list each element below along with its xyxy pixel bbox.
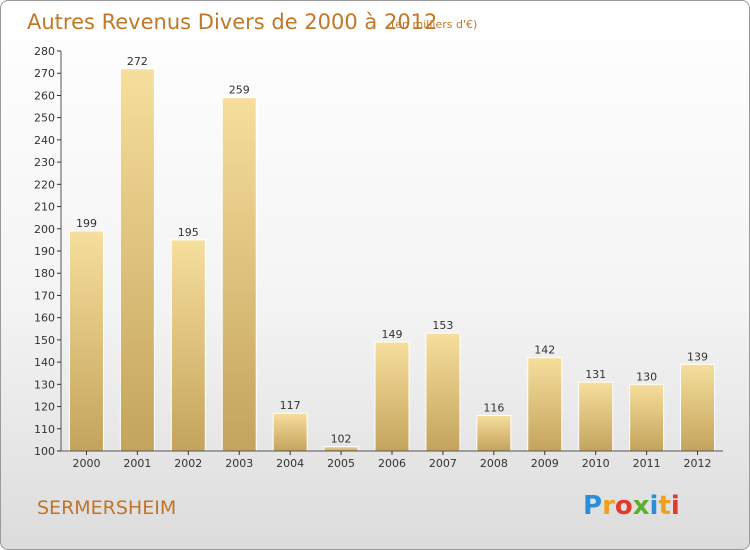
- logo-letter: t: [658, 491, 671, 521]
- data-label-2005: 102: [331, 433, 352, 446]
- x-tick-label-2008: 2008: [480, 457, 508, 470]
- y-tick-label: 160: [34, 312, 55, 325]
- x-tick-label-2007: 2007: [429, 457, 457, 470]
- bar-2001: [119, 68, 155, 452]
- data-label-2011: 130: [636, 370, 657, 383]
- x-tick-label-2003: 2003: [225, 457, 253, 470]
- x-tick-label-2000: 2000: [72, 457, 100, 470]
- y-tick-label: 230: [34, 156, 55, 169]
- logo-letter: x: [632, 491, 650, 521]
- bar-2009: [527, 357, 563, 452]
- y-tick-label: 200: [34, 223, 55, 236]
- bar-2012: [680, 363, 716, 452]
- data-label-2000: 199: [76, 217, 97, 230]
- y-tick-label: 270: [34, 67, 55, 80]
- y-tick-label: 100: [34, 445, 55, 458]
- proxiti-logo[interactable]: Proxiti: [583, 491, 680, 521]
- y-tick-label: 220: [34, 178, 55, 191]
- y-axis: 100 110 120 130 140 150 160 170 180 190 200 210 220 2…: [34, 45, 62, 458]
- bars: 199 272 195 259 117 102 149 153 116 142 131 130 139: [68, 55, 716, 452]
- y-tick-label: 250: [34, 112, 55, 125]
- data-label-2012: 139: [687, 350, 708, 363]
- x-tick-label-2005: 2005: [327, 457, 355, 470]
- x-tick-label-2002: 2002: [174, 457, 202, 470]
- y-tick-label: 180: [34, 267, 55, 280]
- x-tick-label-2001: 2001: [123, 457, 151, 470]
- x-tick-label-2006: 2006: [378, 457, 406, 470]
- bar-2010: [578, 381, 614, 452]
- data-label-2007: 153: [432, 319, 453, 332]
- data-label-2010: 131: [585, 368, 606, 381]
- data-label-2008: 116: [483, 401, 504, 414]
- x-tick-label-2010: 2010: [582, 457, 610, 470]
- data-label-2006: 149: [382, 328, 403, 341]
- x-tick-label-2011: 2011: [633, 457, 661, 470]
- logo-letter: i: [649, 491, 659, 521]
- bar-2006: [374, 341, 410, 452]
- y-tick-label: 130: [34, 378, 55, 391]
- chart-subtitle: (en milliers d'€): [391, 18, 478, 31]
- bar-2002: [170, 239, 206, 452]
- location-label: SERMERSHEIM: [37, 497, 177, 519]
- bar-2004: [272, 412, 308, 452]
- y-tick-label: 260: [34, 89, 55, 102]
- bar-2000: [68, 230, 104, 452]
- logo-letter: r: [602, 491, 615, 521]
- y-tick-label: 120: [34, 401, 55, 414]
- y-tick-label: 140: [34, 356, 55, 369]
- logo-letter: o: [614, 491, 633, 521]
- data-label-2009: 142: [534, 344, 555, 357]
- logo-letter: P: [583, 491, 603, 521]
- data-label-2002: 195: [178, 226, 199, 239]
- logo-letter: i: [670, 491, 680, 521]
- y-tick-label: 150: [34, 334, 55, 347]
- bar-2003: [221, 97, 257, 452]
- y-tick-label: 240: [34, 134, 55, 147]
- bar-2008: [476, 414, 512, 452]
- data-label-2001: 272: [127, 55, 148, 68]
- y-tick-label: 190: [34, 245, 55, 258]
- y-tick-label: 280: [34, 45, 55, 58]
- bar-2007: [425, 332, 461, 452]
- data-label-2003: 259: [229, 84, 250, 97]
- x-tick-label-2004: 2004: [276, 457, 304, 470]
- x-tick-label-2009: 2009: [531, 457, 559, 470]
- y-tick-label: 110: [34, 423, 55, 436]
- data-label-2004: 117: [280, 399, 301, 412]
- y-tick-label: 210: [34, 201, 55, 214]
- x-axis: 2000 2001 2002 2003 2004 2005 2006 2007 2008 2009…: [61, 450, 723, 470]
- bar-2011: [629, 383, 665, 452]
- chart-title: Autres Revenus Divers de 2000 à 2012: [27, 10, 438, 34]
- bar-2005: [323, 446, 359, 452]
- y-tick-label: 170: [34, 289, 55, 302]
- x-tick-label-2012: 2012: [684, 457, 712, 470]
